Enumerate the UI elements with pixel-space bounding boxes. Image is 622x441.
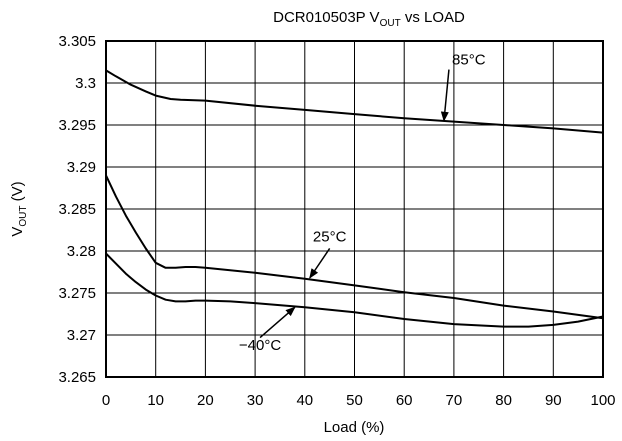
y-axis-label-rest: (V) (9, 181, 26, 205)
x-tick-label: 60 (396, 392, 413, 409)
chart-title-main: DCR010503P V (273, 9, 379, 26)
y-tick-label: 3.265 (58, 369, 96, 386)
y-axis-label-main: V (9, 227, 26, 237)
chart-title-rest: vs LOAD (401, 9, 465, 26)
y-tick-label: 3.295 (58, 117, 96, 134)
x-tick-label: 20 (197, 392, 214, 409)
series-line-25-C (105, 174, 604, 320)
x-tick-label: 70 (446, 392, 463, 409)
x-tick-label: 30 (247, 392, 264, 409)
y-tick-label: 3.305 (58, 33, 96, 50)
plot-frame (105, 40, 604, 378)
series-line-40-C (105, 252, 604, 328)
x-tick-label: 90 (545, 392, 562, 409)
annotation-arrow-25-C (309, 248, 331, 279)
chart-title-subscript: OUT (380, 18, 401, 29)
annotation-label-25-C: 25°C (313, 229, 347, 246)
y-tick-label: 3.28 (67, 243, 96, 260)
x-axis-label: Load (%) (324, 419, 385, 436)
x-tick-label: 100 (590, 392, 615, 409)
x-tick-label: 0 (102, 392, 110, 409)
annotation-arrow-85-C (440, 69, 450, 122)
y-tick-label: 3.27 (67, 327, 96, 344)
x-tick-labels: 0 10 20 30 40 50 60 70 80 90 100 (102, 392, 616, 409)
series-line-85-C (105, 69, 604, 134)
annotation-arrow-40-C (259, 306, 296, 339)
y-tick-label: 3.3 (75, 75, 96, 92)
y-axis-label-subscript: OUT (18, 206, 29, 227)
annotation-label-85-C: 85°C (452, 51, 486, 68)
annotations: 85°C 25°C −40°C (239, 51, 486, 354)
annotation-label-40-C: −40°C (239, 337, 281, 354)
series-group (105, 69, 604, 328)
y-tick-label: 3.29 (67, 159, 96, 176)
y-tick-label: 3.285 (58, 201, 96, 218)
x-tick-label: 80 (495, 392, 512, 409)
x-tick-label: 10 (147, 392, 164, 409)
y-tick-labels: 3.305 3.3 3.295 3.29 3.285 3.28 3.275 3.27 3.265 (58, 33, 96, 386)
y-tick-label: 3.275 (58, 285, 96, 302)
x-tick-label: 50 (346, 392, 363, 409)
y-axis-label: VOUT (V) (9, 181, 29, 236)
chart-title: DCR010503P VOUT vs LOAD (273, 9, 465, 29)
x-tick-label: 40 (296, 392, 313, 409)
